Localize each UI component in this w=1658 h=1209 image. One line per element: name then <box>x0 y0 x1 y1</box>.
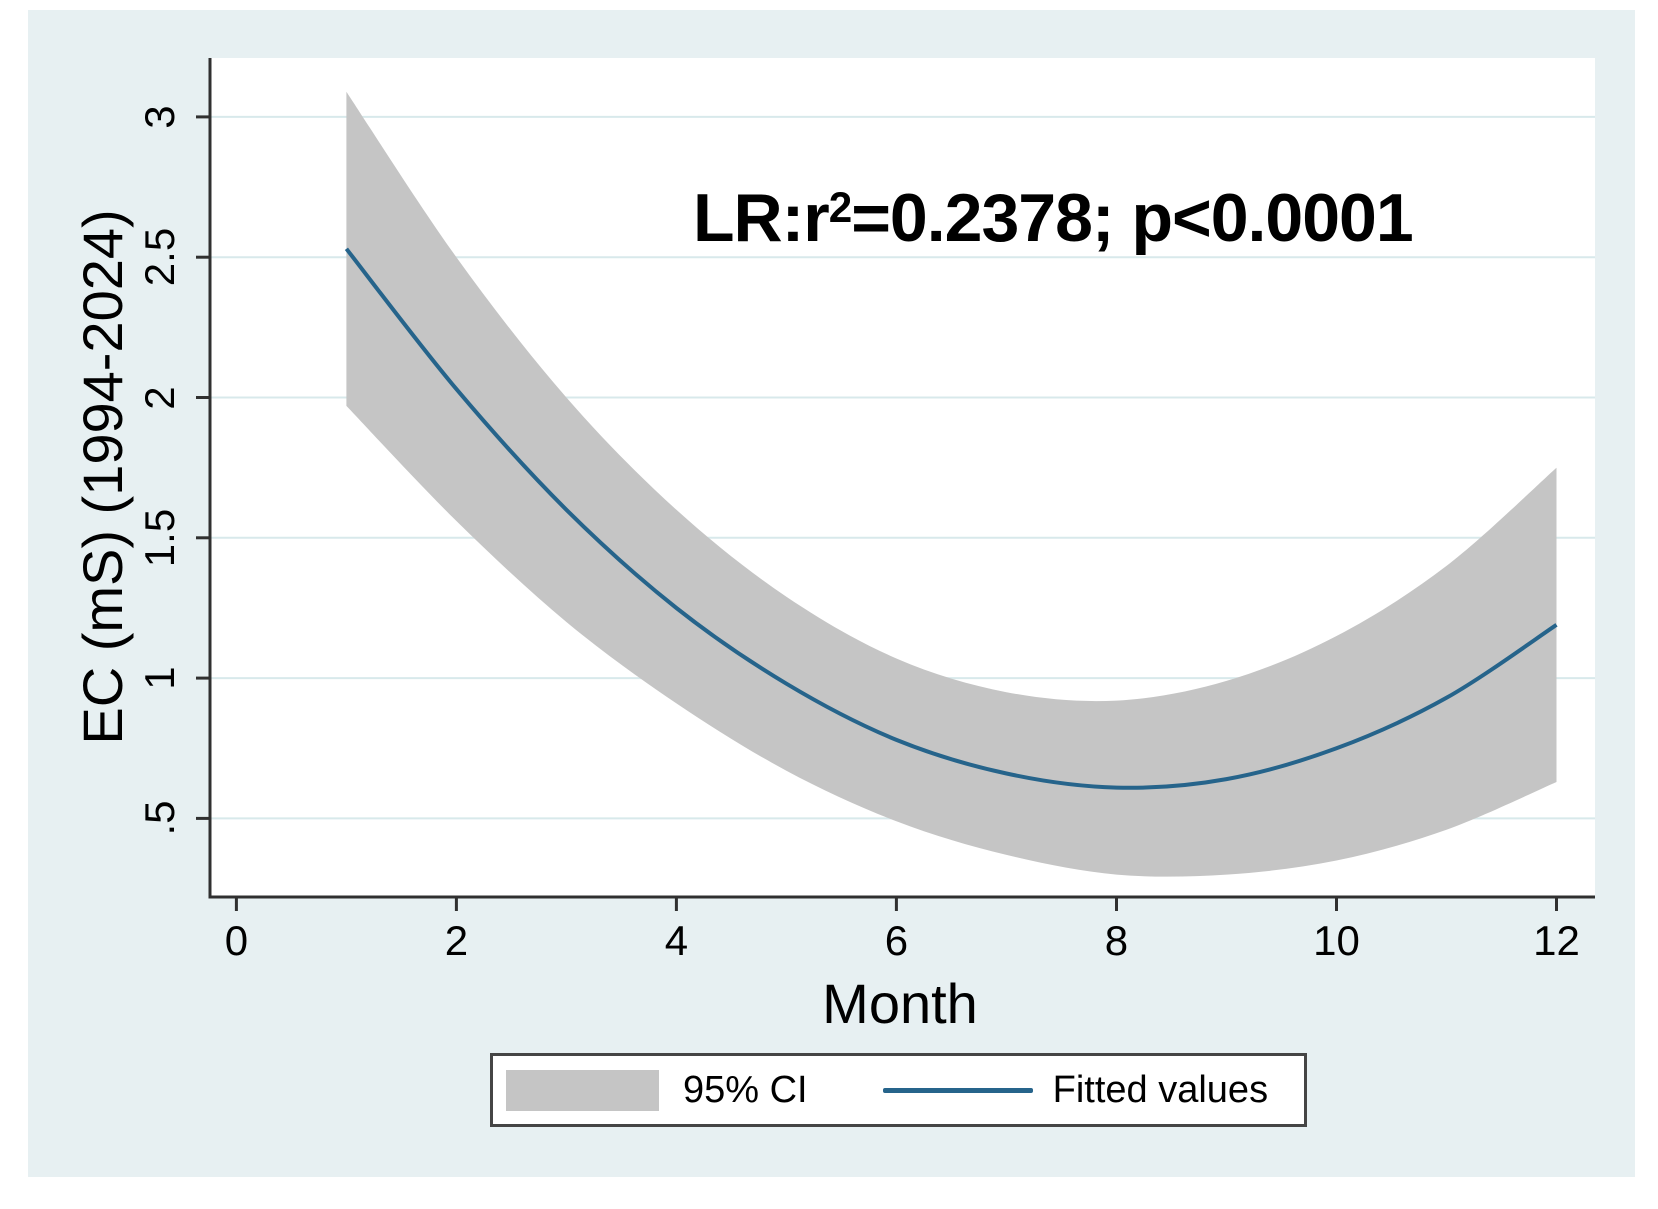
x-tick-label: 6 <box>884 917 909 964</box>
x-axis-title: Month <box>822 972 978 1035</box>
regression-annotation: LR:r2=0.2378; p<0.0001 <box>693 184 1414 252</box>
annotation-prefix: LR:r <box>693 180 830 256</box>
annotation-superscript: 2 <box>828 184 852 232</box>
fitted-line <box>344 247 1558 790</box>
annotation-suffix: =0.2378; p<0.0001 <box>851 180 1413 256</box>
confidence-band <box>346 91 1557 877</box>
fitted-legend-label: Fitted values <box>1052 1069 1269 1111</box>
x-tick-label: 8 <box>1104 917 1129 964</box>
tick-marks <box>196 115 1558 911</box>
ci-swatch <box>506 1069 659 1111</box>
ci-legend-label: 95% CI <box>683 1069 808 1111</box>
y-tick-label: 2.5 <box>136 228 183 287</box>
y-tick-label: 1.5 <box>136 508 183 568</box>
x-tick-label: 12 <box>1533 917 1580 964</box>
axis-lines <box>208 58 1595 899</box>
fitted-line-sample <box>882 1087 1033 1093</box>
legend: 95% CI Fitted values <box>490 1053 1307 1127</box>
x-tick-label: 0 <box>224 917 249 964</box>
y-tick-label: 2 <box>136 385 183 410</box>
y-tick-label: 3 <box>136 105 183 129</box>
y-tick-label: 1 <box>136 666 183 690</box>
x-tick-label: 10 <box>1313 917 1360 964</box>
x-tick-label: 4 <box>664 917 689 964</box>
y-tick-label: .5 <box>136 800 183 836</box>
x-tick-label: 2 <box>444 917 469 964</box>
y-axis-title: EC (mS) (1994-2024) <box>71 209 134 745</box>
